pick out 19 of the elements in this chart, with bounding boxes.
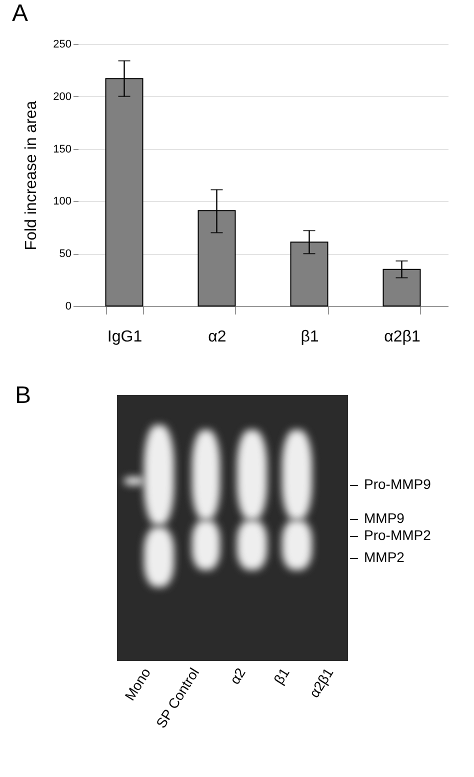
text: MMP2: [364, 549, 404, 565]
y-tick-label: 0: [65, 300, 72, 312]
y-tick-label: 250: [53, 38, 72, 50]
text: MMP9: [364, 510, 404, 526]
category-label: β1: [270, 665, 293, 687]
y-tick-label: 100: [53, 196, 72, 208]
y-tick-label: 200: [53, 90, 72, 103]
text: Pro-MMP2: [364, 527, 431, 543]
text: B: [15, 382, 32, 410]
x-tick-label: IgG1: [107, 328, 142, 346]
chart-title: A: [12, 0, 28, 27]
text: Pro-MMP9: [364, 476, 431, 492]
y-tick-label: 150: [53, 143, 72, 156]
x-tick-label: α2: [208, 328, 226, 346]
category-label: α2: [226, 665, 249, 687]
x-tick-label: β1: [300, 328, 319, 346]
y-axis-title: Fold increase in area: [23, 100, 40, 250]
x-tick-label: α2β1: [384, 328, 420, 346]
y-tick-label: 50: [59, 248, 72, 260]
